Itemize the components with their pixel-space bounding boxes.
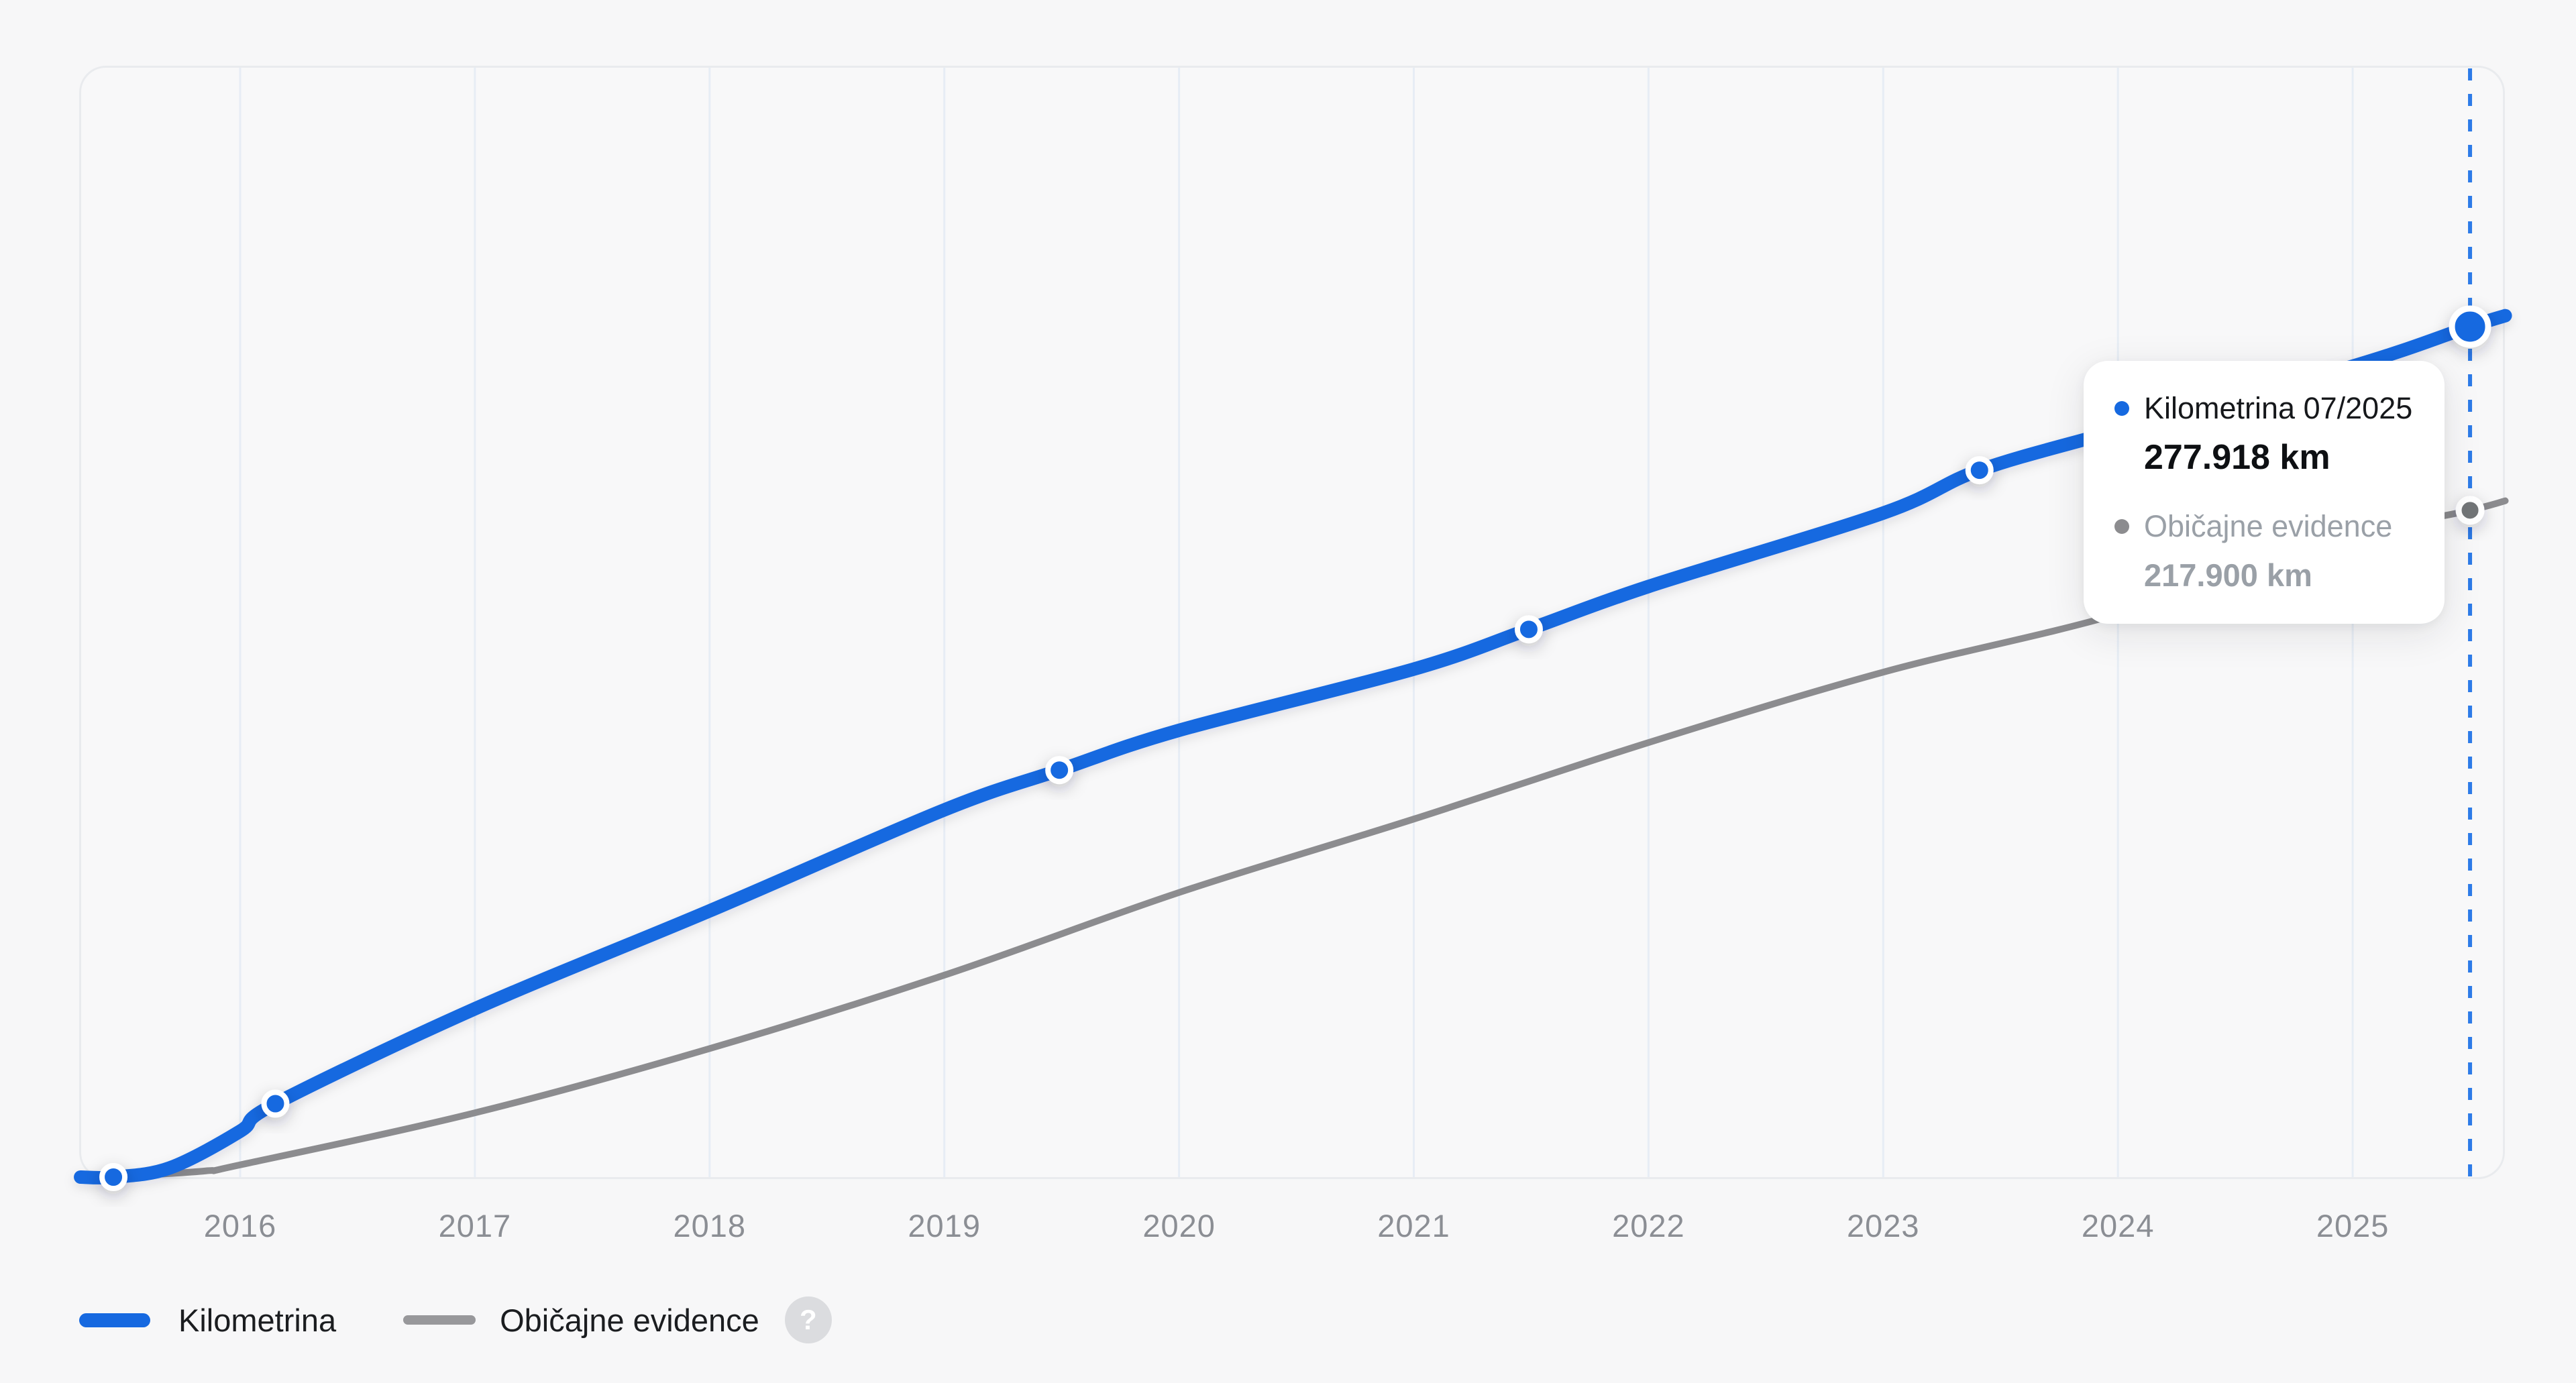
kilometrina-point-1[interactable] xyxy=(261,1089,290,1118)
x-axis-label-2019: 2019 xyxy=(908,1208,981,1243)
help-icon[interactable]: ? xyxy=(784,1296,832,1343)
x-axis-label-2022: 2022 xyxy=(1612,1208,1685,1243)
x-axis-label-2024: 2024 xyxy=(2081,1208,2155,1243)
legend-label-obicajne-evidence: Običajne evidence xyxy=(500,1302,759,1338)
x-axis-label-2018: 2018 xyxy=(673,1208,747,1243)
kilometrina-active-point[interactable] xyxy=(2449,305,2491,348)
legend-label-kilometrina: Kilometrina xyxy=(178,1302,337,1338)
x-axis-label-2020: 2020 xyxy=(1142,1208,1216,1243)
x-axis-label-2023: 2023 xyxy=(1847,1208,1920,1243)
tooltip-series1-value: 277.918 km xyxy=(2144,438,2330,477)
tooltip-series2-value: 217.900 km xyxy=(2144,557,2312,593)
kilometrina-line-swatch-icon xyxy=(79,1313,150,1327)
kilometrina-point-3[interactable] xyxy=(1514,615,1543,644)
x-axis-label-2025: 2025 xyxy=(2316,1208,2390,1243)
x-axis-label-2016: 2016 xyxy=(203,1208,277,1243)
legend-item-obicajne-evidence[interactable]: Običajne evidence xyxy=(403,1302,759,1339)
x-axis-label-2017: 2017 xyxy=(438,1208,512,1243)
tooltip-row-kilometrina: Kilometrina 07/2025 xyxy=(2114,390,2414,427)
obicajne-end-point[interactable] xyxy=(2455,496,2485,525)
obicajne-line-swatch-icon xyxy=(403,1315,476,1325)
kilometrina-point-2[interactable] xyxy=(1045,756,1074,785)
kilometrina-point-0[interactable] xyxy=(99,1163,128,1191)
obicajne-dot-icon xyxy=(2114,519,2129,534)
tooltip-row-obicajne: Običajne evidence xyxy=(2114,508,2414,545)
tooltip-gap xyxy=(2114,478,2414,508)
tooltip-series2-label: Običajne evidence xyxy=(2144,509,2393,543)
chart-legend: Kilometrina Običajne evidence ? xyxy=(79,1294,832,1345)
kilometrina-point-4[interactable] xyxy=(1965,456,1994,485)
gridlines xyxy=(239,68,2354,1177)
chart-tooltip: Kilometrina 07/2025 277.918 km Običajne … xyxy=(2084,361,2445,624)
legend-item-kilometrina[interactable]: Kilometrina xyxy=(79,1302,336,1339)
x-axis-label-2021: 2021 xyxy=(1377,1208,1450,1243)
kilometrina-dot-icon xyxy=(2114,401,2129,416)
tooltip-series1-label: Kilometrina 07/2025 xyxy=(2144,391,2413,425)
